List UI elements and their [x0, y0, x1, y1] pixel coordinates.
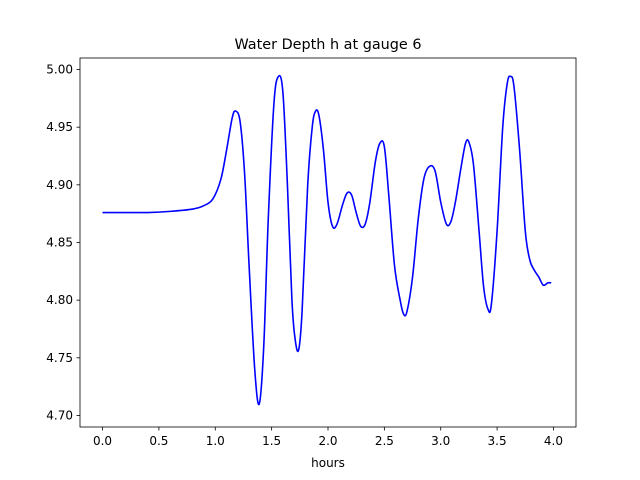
- x-axis-label: hours: [311, 456, 345, 470]
- x-tick-label: 0.0: [93, 434, 112, 448]
- y-tick-label: 5.00: [46, 63, 73, 77]
- y-tick-label: 4.80: [46, 293, 73, 307]
- chart-title: Water Depth h at gauge 6: [234, 37, 421, 53]
- y-axis: 4.70 4.75 4.80 4.85 4.90 4.95 5.00: [46, 63, 80, 422]
- x-tick-label: 2.5: [375, 434, 394, 448]
- x-tick-label: 1.0: [206, 434, 225, 448]
- x-tick-label: 3.5: [488, 434, 507, 448]
- plot-area: [79, 57, 577, 428]
- x-tick-label: 0.5: [149, 434, 168, 448]
- x-tick-label: 1.5: [262, 434, 281, 448]
- y-tick-label: 4.85: [46, 236, 73, 250]
- x-tick-label: 3.0: [431, 434, 450, 448]
- y-tick-label: 4.70: [46, 408, 73, 422]
- y-tick-label: 4.90: [46, 178, 73, 192]
- x-tick-label: 2.0: [318, 434, 337, 448]
- plot-background: [80, 58, 576, 427]
- y-tick-label: 4.75: [46, 351, 73, 365]
- x-tick-label: 4.0: [544, 434, 563, 448]
- series-line: [102, 74, 552, 406]
- y-tick-label: 4.95: [46, 120, 73, 134]
- x-axis: 0.0 0.5 1.0 1.5 2.0 2.5 3.0 3.5 4.0: [93, 427, 563, 448]
